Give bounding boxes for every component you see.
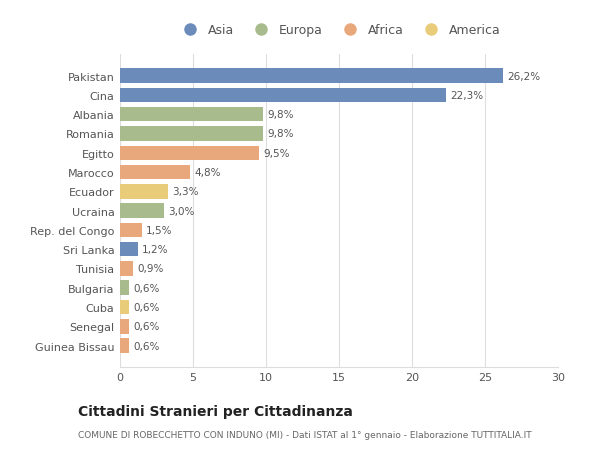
Text: 3,0%: 3,0% — [168, 206, 194, 216]
Text: 4,8%: 4,8% — [194, 168, 221, 178]
Text: Cittadini Stranieri per Cittadinanza: Cittadini Stranieri per Cittadinanza — [78, 404, 353, 419]
Text: 1,5%: 1,5% — [146, 225, 173, 235]
Bar — [120, 108, 263, 122]
Bar — [120, 319, 129, 334]
Bar — [120, 262, 133, 276]
Text: COMUNE DI ROBECCHETTO CON INDUNO (MI) - Dati ISTAT al 1° gennaio - Elaborazione : COMUNE DI ROBECCHETTO CON INDUNO (MI) - … — [78, 430, 532, 439]
Legend: Asia, Europa, Africa, America: Asia, Europa, Africa, America — [178, 24, 500, 37]
Bar — [120, 185, 168, 199]
Text: 0,6%: 0,6% — [133, 283, 160, 293]
Bar — [120, 300, 129, 314]
Bar — [120, 223, 142, 238]
Bar — [120, 146, 259, 161]
Text: 0,6%: 0,6% — [133, 341, 160, 351]
Text: 3,3%: 3,3% — [173, 187, 199, 197]
Text: 1,2%: 1,2% — [142, 245, 169, 255]
Text: 26,2%: 26,2% — [507, 72, 540, 81]
Bar — [120, 127, 263, 141]
Bar — [120, 69, 503, 84]
Bar — [120, 89, 446, 103]
Bar — [120, 242, 137, 257]
Bar — [120, 204, 164, 218]
Text: 0,9%: 0,9% — [137, 264, 164, 274]
Text: 9,8%: 9,8% — [268, 129, 294, 139]
Bar — [120, 165, 190, 180]
Text: 22,3%: 22,3% — [450, 91, 483, 101]
Text: 0,6%: 0,6% — [133, 302, 160, 312]
Text: 9,5%: 9,5% — [263, 148, 290, 158]
Text: 9,8%: 9,8% — [268, 110, 294, 120]
Bar — [120, 339, 129, 353]
Text: 0,6%: 0,6% — [133, 322, 160, 331]
Bar — [120, 281, 129, 295]
